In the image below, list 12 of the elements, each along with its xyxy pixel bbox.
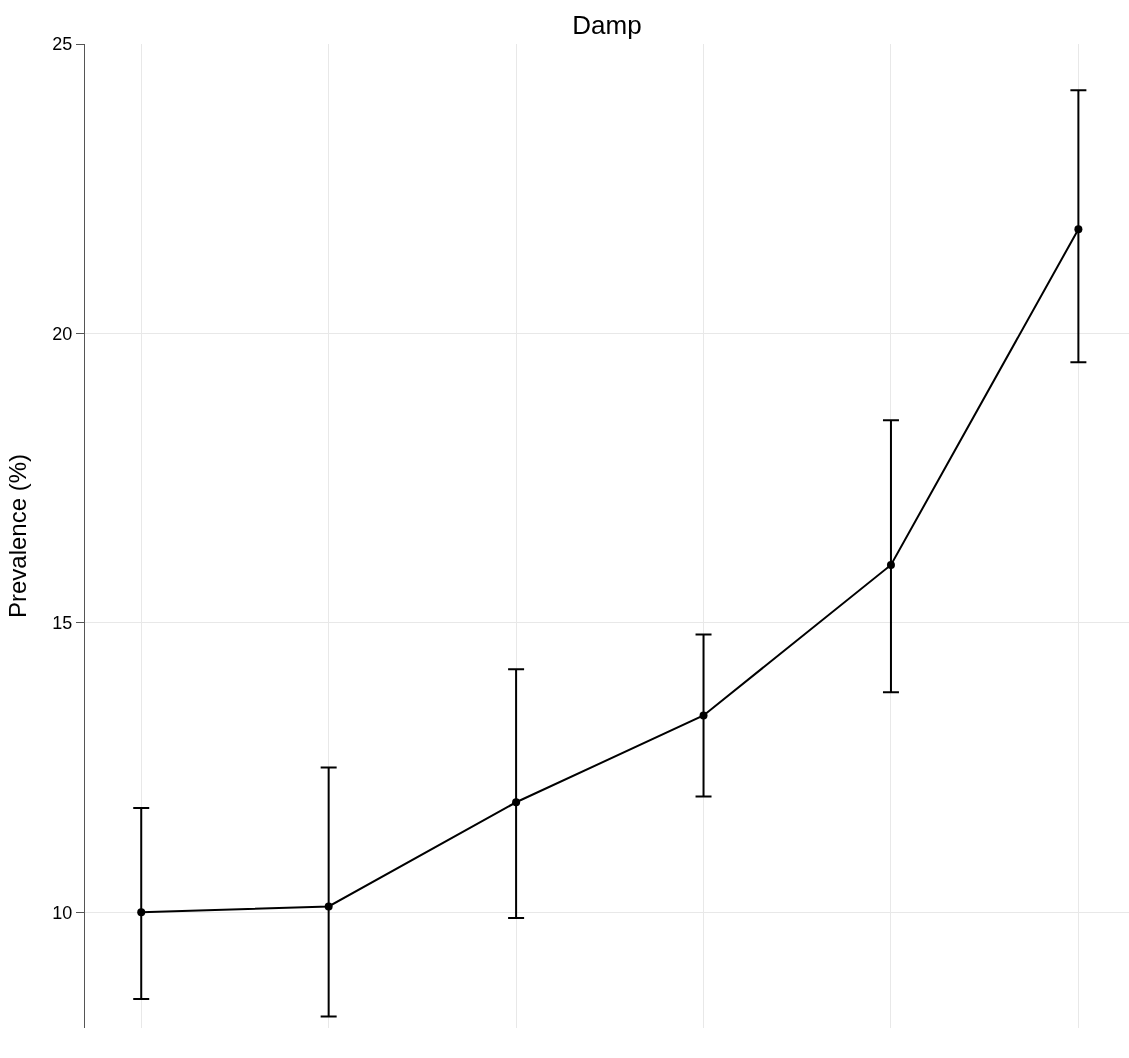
y-axis-title: Prevalence (%)	[4, 453, 32, 619]
y-tick-label: 20	[52, 323, 73, 344]
point	[512, 798, 521, 807]
y-tick-label: 10	[52, 902, 73, 923]
point	[1074, 225, 1083, 234]
chart-title: Damp	[572, 10, 642, 41]
y-tick-label: 15	[52, 613, 73, 634]
point	[886, 560, 895, 569]
point	[324, 902, 333, 911]
y-tick-label: 25	[52, 34, 73, 55]
point	[699, 711, 708, 720]
point	[137, 908, 146, 917]
